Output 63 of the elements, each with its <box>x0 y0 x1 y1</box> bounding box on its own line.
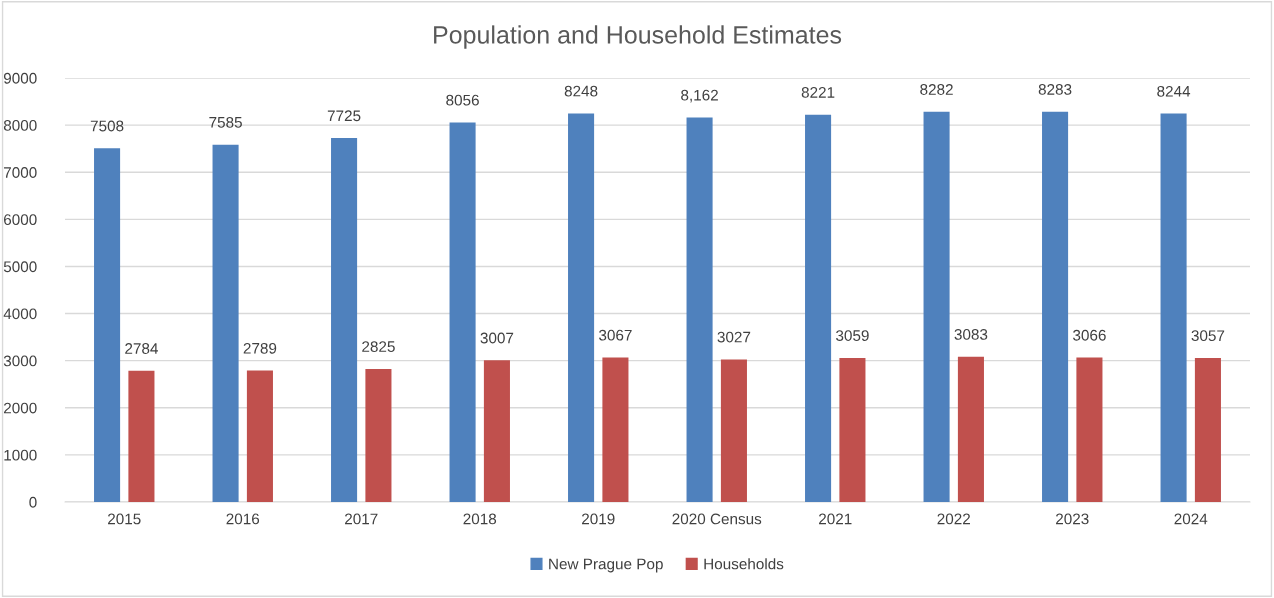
bar <box>1194 357 1221 502</box>
chart-title: Population and Household Estimates <box>434 25 842 49</box>
bar <box>686 117 713 502</box>
bar <box>365 368 392 502</box>
data-label: 3027 <box>717 331 751 343</box>
bar <box>246 370 273 502</box>
bar <box>483 360 510 502</box>
bar <box>568 113 595 502</box>
bar <box>720 359 747 502</box>
data-label: 3066 <box>1073 329 1106 341</box>
bar <box>957 356 984 502</box>
data-label: 8056 <box>446 94 479 106</box>
x-tick-label: 2015 <box>108 513 141 525</box>
y-tick-label: 3000 <box>3 355 37 367</box>
bar <box>602 357 629 502</box>
y-tick-label: 7000 <box>4 167 37 178</box>
x-tick-label: 2017 <box>345 513 378 525</box>
data-label: 8283 <box>1038 84 1072 95</box>
data-label: 8244 <box>1157 85 1191 97</box>
y-tick-label: 9000 <box>3 72 37 84</box>
data-label: 3057 <box>1191 330 1225 342</box>
data-label: 8221 <box>801 86 835 98</box>
data-label: 3007 <box>480 332 514 344</box>
data-label: 2784 <box>125 343 158 354</box>
legend-label: New Prague Pop <box>549 558 663 573</box>
bar <box>1042 111 1069 502</box>
data-label: 3067 <box>599 329 632 341</box>
bar <box>128 370 155 502</box>
bar <box>923 111 950 502</box>
bar <box>1076 357 1103 502</box>
data-label: 7585 <box>209 116 242 128</box>
y-tick-label: 8000 <box>3 119 37 131</box>
data-label: 7508 <box>90 120 124 132</box>
data-label: 8282 <box>920 84 953 95</box>
x-tick-label: 2023 <box>1056 513 1089 525</box>
y-tick-label: 6000 <box>4 214 37 226</box>
y-tick-label: 5000 <box>3 261 37 273</box>
bar <box>212 144 239 502</box>
bar <box>839 357 866 502</box>
data-label: 3059 <box>836 330 869 341</box>
bar <box>1160 113 1187 502</box>
y-tick-label: 4000 <box>3 308 37 320</box>
y-tick-label: 1000 <box>4 449 37 461</box>
data-label: 2789 <box>243 342 277 354</box>
data-label: 8248 <box>564 85 598 97</box>
bar <box>449 122 476 502</box>
x-tick-label: 2021 <box>819 513 852 525</box>
bar <box>94 148 121 502</box>
data-label: 8,162 <box>681 89 718 103</box>
x-tick-label: 2022 <box>937 513 970 525</box>
x-tick-label: 2020 Census <box>672 513 762 525</box>
legend-label: Households <box>704 558 784 570</box>
y-tick-label: 0 <box>29 496 37 508</box>
data-label: 3083 <box>954 329 988 340</box>
x-tick-label: 2018 <box>463 513 497 525</box>
data-label: 7725 <box>327 110 361 122</box>
data-label: 2825 <box>362 341 395 352</box>
x-tick-label: 2019 <box>582 513 615 525</box>
bar <box>805 114 832 502</box>
y-tick-label: 2000 <box>4 402 37 414</box>
x-tick-label: 2024 <box>1174 513 1208 525</box>
x-tick-label: 2016 <box>226 513 260 525</box>
bar <box>331 138 358 502</box>
